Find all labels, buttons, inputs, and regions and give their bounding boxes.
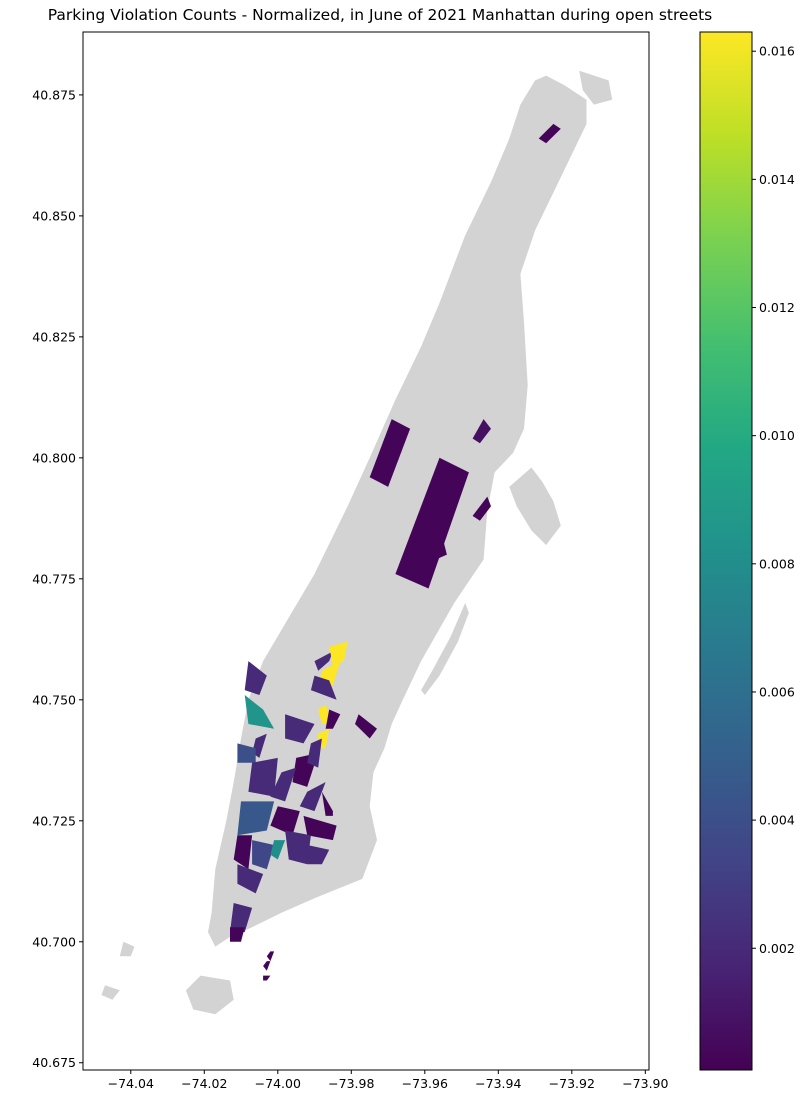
violation-region [310, 675, 337, 700]
colorbar-tick-label: 0.004 [759, 813, 795, 828]
x-tick-label: −73.92 [549, 1076, 595, 1091]
violation-region [230, 903, 253, 933]
y-tick-label: 40.825 [32, 329, 76, 344]
violation-region [538, 123, 561, 144]
y-axis: 40.675 40.700 40.725 40.750 40.775 40.800 40.8… [32, 87, 83, 1070]
x-tick-label: −74.00 [255, 1076, 301, 1091]
violation-region [244, 661, 267, 695]
colorbar-tick-label: 0.016 [759, 44, 795, 59]
violation-region [307, 845, 330, 865]
land-roosevelt [421, 603, 469, 695]
violation-region [299, 782, 326, 812]
y-tick-label: 40.850 [32, 208, 76, 223]
y-tick-label: 40.750 [32, 692, 76, 707]
colorbar-tick-label: 0.014 [759, 172, 795, 187]
y-tick-label: 40.700 [32, 934, 76, 949]
violation-region [325, 709, 341, 729]
chart-title: Parking Violation Counts - Normalized, i… [47, 6, 713, 24]
land-marble-hill [579, 70, 613, 105]
violation-region [263, 961, 271, 971]
land-liberty [101, 985, 120, 1000]
land-layer [101, 70, 613, 1015]
colorbar-tick-label: 0.010 [759, 428, 795, 443]
violation-region [237, 743, 256, 763]
violation-region [314, 651, 333, 671]
violation-region [252, 733, 267, 758]
x-tick-label: −73.96 [402, 1076, 448, 1091]
land-ellis [119, 941, 135, 957]
violation-region [285, 830, 311, 865]
violation-region [303, 815, 337, 841]
violation-region [252, 840, 275, 870]
colorbar-axis: 0.002 0.004 0.006 0.008 0.010 0.012 0.014 0.016 [752, 44, 795, 956]
x-axis: −74.04 −74.02 −74.00 −73.98 −73.96 −73.94 −73.… [108, 1070, 668, 1091]
violation-region [248, 757, 278, 797]
colorbar-tick-label: 0.008 [759, 556, 795, 571]
map-axes-frame [82, 31, 650, 1071]
colorbar-tick-label: 0.006 [759, 684, 795, 699]
violation-region [369, 419, 411, 487]
violation-region [230, 927, 245, 942]
violation-region [285, 714, 315, 744]
violation-region [329, 641, 348, 666]
violation-region [237, 864, 264, 894]
x-tick-label: −74.04 [108, 1076, 154, 1091]
y-tick-label: 40.800 [32, 450, 76, 465]
x-tick-label: −73.98 [328, 1076, 374, 1091]
violation-region [237, 801, 275, 836]
violation-region [355, 714, 377, 739]
violation-region [270, 806, 300, 836]
y-tick-label: 40.725 [32, 813, 76, 828]
y-tick-label: 40.775 [32, 571, 76, 586]
violation-regions [230, 123, 561, 981]
violation-region [428, 540, 447, 560]
violation-region [472, 496, 491, 521]
x-tick-label: −73.90 [622, 1076, 668, 1091]
x-tick-label: −74.02 [181, 1076, 227, 1091]
violation-region [270, 767, 297, 802]
violation-region [321, 791, 333, 816]
violation-region [472, 419, 491, 444]
land-governors [185, 975, 234, 1015]
violation-region [395, 457, 469, 589]
colorbar [699, 31, 753, 1071]
violation-region [270, 840, 286, 860]
violation-region [233, 835, 253, 870]
colorbar-tick-label: 0.012 [759, 300, 795, 315]
colorbar-tick-label: 0.002 [759, 941, 795, 956]
violation-region [244, 695, 275, 729]
y-tick-label: 40.875 [32, 87, 76, 102]
land-randalls [509, 467, 561, 545]
x-tick-label: −73.94 [475, 1076, 521, 1091]
violation-region [263, 975, 271, 981]
y-tick-label: 40.675 [32, 1055, 76, 1070]
violation-region [307, 738, 322, 768]
violation-region [266, 951, 275, 962]
